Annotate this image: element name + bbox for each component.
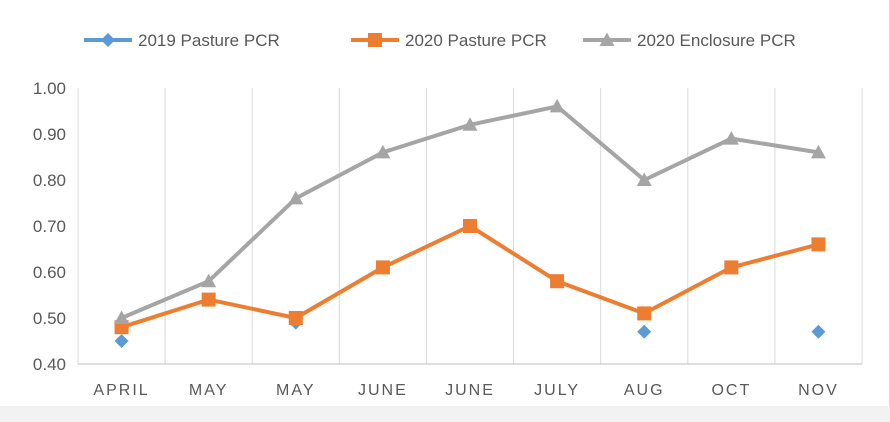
axes: 0.40 0.50 0.60 0.70 0.80 0.90 1.00 APRIL MAY MAY J… <box>33 79 862 399</box>
y-tick-label: 0.40 <box>33 355 66 374</box>
data-point-2020-enclosure-pcr <box>375 144 391 159</box>
data-point-2020-pasture-pcr <box>637 306 652 321</box>
x-tick-label: JULY <box>534 382 580 399</box>
x-tick-label: NOV <box>798 382 839 399</box>
data-point-2020-pasture-pcr <box>463 219 477 233</box>
x-tick-label: APRIL <box>93 382 149 399</box>
x-tick-label: MAY <box>276 382 315 399</box>
y-tick-label: 0.50 <box>33 309 66 328</box>
data-point-2020-pasture-pcr <box>724 260 739 275</box>
y-tick-label: 0.60 <box>33 263 66 282</box>
series-2020-enclosure-pcr <box>114 98 826 324</box>
data-point-2019-pasture-pcr <box>811 324 826 339</box>
data-point-2019-pasture-pcr <box>114 334 129 348</box>
x-tick-label: OCT <box>711 382 751 399</box>
data-point-2020-pasture-pcr <box>550 274 565 289</box>
x-tick-label: JUNE <box>445 382 495 399</box>
data-point-2020-enclosure-pcr <box>114 310 130 324</box>
data-point-2020-pasture-pcr <box>288 311 303 325</box>
legend-item-2020-pasture-pcr: 2020 Pasture PCR <box>351 31 547 50</box>
legend-label: 2019 Pasture PCR <box>138 31 280 50</box>
legend-item-2019-pasture-pcr: 2019 Pasture PCR <box>84 31 280 50</box>
series-layer <box>114 98 826 348</box>
bottom-band <box>0 406 890 422</box>
y-tick-label: 0.80 <box>33 171 66 190</box>
data-point-2020-enclosure-pcr <box>549 98 565 113</box>
data-point-2020-enclosure-pcr <box>201 273 217 288</box>
legend-label: 2020 Enclosure PCR <box>637 31 796 50</box>
legend: 2019 Pasture PCR 2020 Pasture PCR 2020 Enc… <box>84 31 796 50</box>
x-tick-label: JUNE <box>358 382 408 399</box>
y-tick-label: 1.00 <box>33 79 66 98</box>
y-tick-label: 0.70 <box>33 217 66 236</box>
data-point-2020-pasture-pcr <box>811 237 826 252</box>
data-point-2020-enclosure-pcr <box>810 144 826 159</box>
data-point-2020-enclosure-pcr <box>723 131 739 145</box>
data-point-2019-pasture-pcr <box>637 324 652 339</box>
legend-marker <box>599 32 615 46</box>
x-tick-label: AUG <box>624 382 665 399</box>
gridlines <box>77 88 863 364</box>
y-tick-label: 0.90 <box>33 125 66 144</box>
data-point-2020-pasture-pcr <box>201 292 216 307</box>
data-point-2020-enclosure-pcr <box>636 172 652 186</box>
legend-label: 2020 Pasture PCR <box>405 31 547 50</box>
legend-marker <box>368 33 382 47</box>
series-2019-pasture-pcr <box>114 315 826 348</box>
series-line-2020-pasture-pcr <box>119 224 821 330</box>
series-line-2020-enclosure-pcr <box>119 104 821 320</box>
legend-item-2020-enclosure-pcr: 2020 Enclosure PCR <box>583 31 796 50</box>
data-point-2020-enclosure-pcr <box>462 117 478 131</box>
data-point-2020-pasture-pcr <box>375 260 390 275</box>
x-tick-label: MAY <box>189 382 228 399</box>
data-point-2020-enclosure-pcr <box>288 190 304 205</box>
series-2020-pasture-pcr <box>114 219 826 335</box>
legend-marker <box>101 33 115 47</box>
